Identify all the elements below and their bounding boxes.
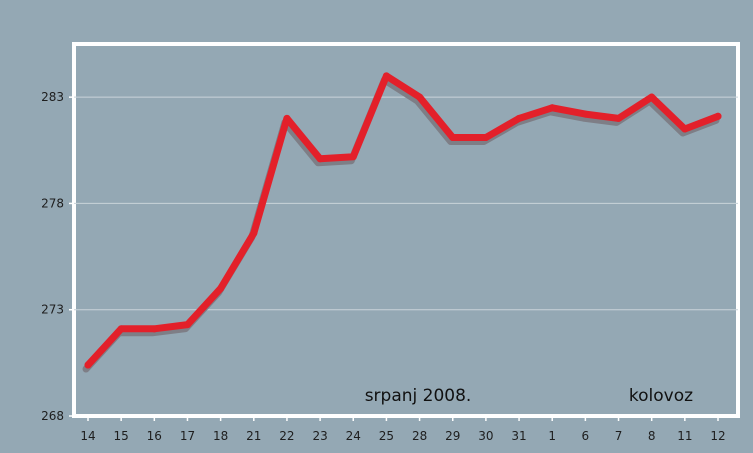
x-tick-label: 17 (180, 429, 195, 443)
data-point (316, 155, 324, 163)
data-point (283, 114, 291, 122)
data-point (515, 114, 523, 122)
x-tick-label: 18 (213, 429, 228, 443)
data-point (382, 72, 390, 80)
x-tick-label: 14 (80, 429, 95, 443)
annotation-month-august: kolovoz (629, 386, 693, 406)
series-line (82, 72, 722, 373)
x-tick-label: 12 (710, 429, 725, 443)
y-tick-label: 268 (41, 409, 64, 423)
data-point (548, 104, 556, 112)
x-tick-label: 24 (346, 429, 361, 443)
data-point (183, 321, 191, 329)
data-point (681, 125, 689, 133)
data-point (84, 361, 92, 369)
data-point (349, 153, 357, 161)
x-tick-label: 6 (582, 429, 590, 443)
x-tick-label: 25 (379, 429, 394, 443)
plot-frame (72, 42, 740, 418)
data-point (714, 112, 722, 120)
x-tick-label: 28 (412, 429, 427, 443)
annotation-month-july: srpanj 2008. (365, 386, 472, 406)
x-tick-label: 30 (478, 429, 493, 443)
x-tick-label: 11 (677, 429, 692, 443)
y-axis: 268 273 278 283 (41, 90, 74, 423)
data-point (482, 134, 490, 142)
x-axis: 14 15 16 17 18 21 22 23 24 25 28 29 30 31 1 6 7 8 11 12 (80, 416, 726, 443)
x-tick-label: 1 (548, 429, 556, 443)
x-tick-label: 16 (147, 429, 162, 443)
data-point (250, 229, 258, 237)
x-tick-label: 15 (114, 429, 129, 443)
series-line-path (84, 72, 722, 369)
data-point (615, 114, 623, 122)
data-point (416, 93, 424, 101)
y-tick-label: 283 (41, 90, 64, 104)
data-point (150, 325, 158, 333)
y-tick-label: 273 (41, 303, 64, 317)
x-tick-label: 29 (445, 429, 460, 443)
x-tick-label: 31 (511, 429, 526, 443)
y-tick-label: 278 (41, 196, 64, 210)
x-tick-label: 7 (615, 429, 623, 443)
x-tick-label: 21 (246, 429, 261, 443)
x-tick-label: 23 (312, 429, 327, 443)
data-point (581, 110, 589, 118)
data-point (217, 284, 225, 292)
x-tick-label: 22 (279, 429, 294, 443)
data-point (117, 325, 125, 333)
data-point (648, 93, 656, 101)
x-tick-label: 8 (648, 429, 656, 443)
data-point (449, 134, 457, 142)
